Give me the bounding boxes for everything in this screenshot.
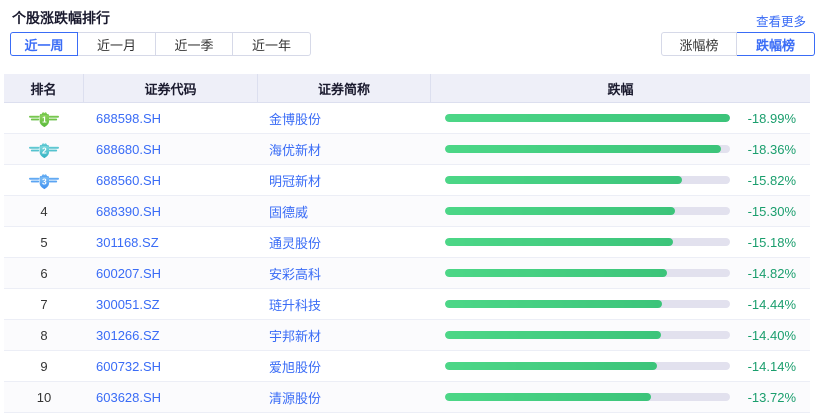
svg-text:1: 1 (42, 115, 47, 125)
svg-text:3: 3 (42, 177, 47, 187)
svg-text:2: 2 (42, 146, 47, 156)
